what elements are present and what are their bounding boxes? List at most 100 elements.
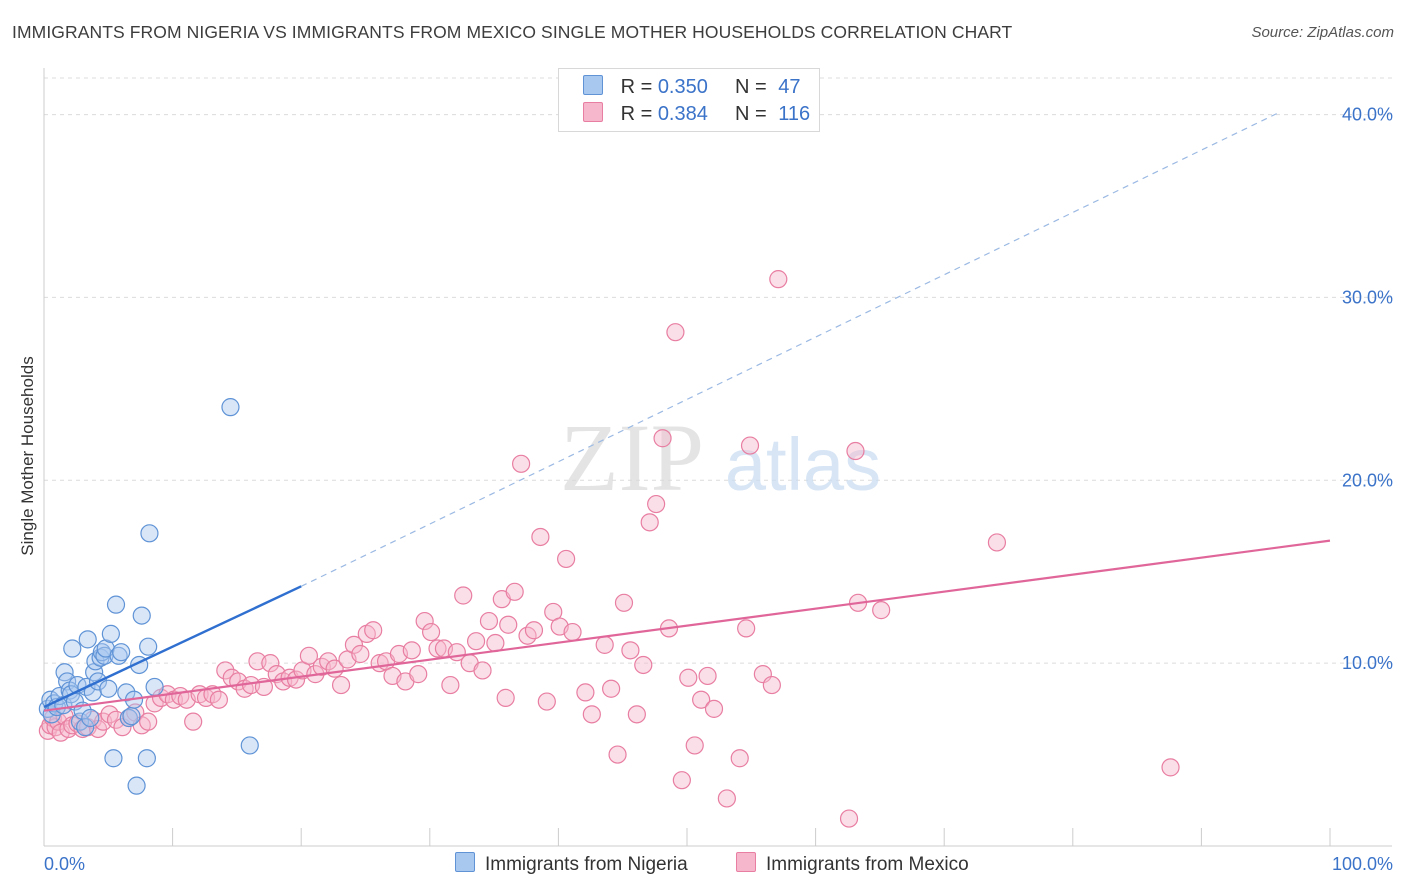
nigeria-point xyxy=(240,736,259,755)
nigeria-point xyxy=(99,679,118,698)
legend-n-label: N = xyxy=(735,76,767,98)
x-tick-label: 100.0% xyxy=(1332,854,1393,874)
y-axis-label: Single Mother Households xyxy=(18,356,37,556)
mexico-point xyxy=(762,675,781,695)
series-immigrants-from-nigeria xyxy=(38,398,259,795)
legend-r-label: R = xyxy=(620,103,653,125)
mexico-point xyxy=(769,270,788,289)
mexico-point xyxy=(479,611,499,631)
mexico-point xyxy=(647,494,666,514)
axes xyxy=(43,68,1392,847)
mexico-point xyxy=(421,622,441,642)
y-tick-label: 30.0% xyxy=(1342,287,1393,307)
legend-swatch-mexico xyxy=(583,102,603,122)
mexico-point xyxy=(679,668,698,687)
mexico-point xyxy=(216,661,235,680)
mexico-point xyxy=(344,635,364,654)
series-legend: Immigrants from Nigeria Immigrants from … xyxy=(0,852,1406,878)
mexico-point xyxy=(139,712,158,731)
y-tick-label: 20.0% xyxy=(1342,470,1393,490)
nigeria-point xyxy=(63,639,82,658)
legend-n-value: 116 xyxy=(778,103,811,125)
mexico-point xyxy=(496,688,515,707)
mexico-point xyxy=(685,736,704,755)
mexico-point xyxy=(698,666,717,686)
watermark-zip: ZIP xyxy=(560,404,704,511)
mexico-point xyxy=(531,527,550,547)
mexico-point xyxy=(402,641,421,660)
chart-title: IMMIGRANTS FROM NIGERIA VS IMMIGRANTS FR… xyxy=(12,22,1013,42)
nigeria-trend-extension xyxy=(300,112,1279,587)
mexico-point xyxy=(987,533,1007,552)
source-label: Source: ZipAtlas.com xyxy=(1251,24,1394,41)
watermark: ZIP atlas xyxy=(560,404,881,511)
mexico-point xyxy=(364,621,383,640)
series-immigrants-from-mexico xyxy=(38,270,1180,828)
mexico-point xyxy=(428,639,447,658)
mexico-point xyxy=(351,644,370,664)
y-tick-label: 10.0% xyxy=(1342,653,1393,673)
mexico-point xyxy=(740,436,760,455)
nigeria-point xyxy=(127,776,146,795)
nigeria-point xyxy=(112,643,131,662)
tick-labels: 10.0% 20.0% 30.0% 40.0% 0.0% 100.0% xyxy=(44,105,1393,874)
mexico-point xyxy=(473,661,492,680)
y-tick-label: 40.0% xyxy=(1342,105,1393,125)
nigeria-point xyxy=(78,630,97,649)
mexico-point xyxy=(409,665,428,684)
mexico-point xyxy=(692,690,711,709)
legend-n-value: 47 xyxy=(778,76,801,98)
nigeria-point xyxy=(101,624,120,643)
legend-row-mexico: R = 0.384 N = 116 xyxy=(583,102,810,126)
mexico-point xyxy=(524,621,544,640)
series-legend-mexico[interactable]: Immigrants from Mexico xyxy=(736,852,969,876)
nigeria-point xyxy=(132,606,151,625)
nigeria-point xyxy=(119,708,138,728)
mexico-point xyxy=(466,632,486,651)
mexico-point xyxy=(608,745,627,764)
mexico-point xyxy=(319,652,338,671)
nigeria-point xyxy=(106,595,126,614)
mexico-point xyxy=(839,809,859,828)
mexico-point xyxy=(454,586,473,605)
mexico-trend-line xyxy=(43,539,1331,712)
mexico-point xyxy=(627,705,646,724)
mexico-point xyxy=(261,654,280,673)
nigeria-point xyxy=(221,398,240,417)
mexico-point xyxy=(286,670,306,689)
legend-r-value: 0.350 xyxy=(657,76,708,98)
mexico-point xyxy=(737,619,756,638)
nigeria-point xyxy=(137,749,156,768)
nigeria-point xyxy=(81,708,100,728)
legend-r-value: 0.384 xyxy=(657,103,708,125)
legend-row-nigeria: R = 0.350 N = 47 xyxy=(583,75,801,99)
mexico-point xyxy=(209,690,228,709)
mexico-point xyxy=(640,513,659,532)
mexico-point xyxy=(505,582,524,601)
mexico-point xyxy=(614,593,634,612)
correlation-legend: R = 0.350 N = 47 R = 0.384 N = 116 xyxy=(558,68,820,132)
mexico-point xyxy=(717,789,736,808)
mexico-point xyxy=(576,683,595,702)
series-swatch-mexico xyxy=(736,852,756,872)
series-swatch-nigeria xyxy=(455,852,475,872)
nigeria-trend-line xyxy=(43,585,302,709)
series-legend-nigeria[interactable]: Immigrants from Nigeria xyxy=(455,852,688,876)
legend-swatch-nigeria xyxy=(583,75,603,95)
nigeria-point xyxy=(104,749,123,768)
nigeria-point xyxy=(70,712,90,731)
mexico-point xyxy=(666,323,685,342)
nigeria-point xyxy=(76,718,95,737)
mexico-point xyxy=(621,641,640,660)
mexico-point xyxy=(537,692,556,711)
legend-r-label: R = xyxy=(620,76,653,98)
series-legend-label: Immigrants from Nigeria xyxy=(485,854,688,875)
mexico-point xyxy=(512,454,531,473)
mexico-point xyxy=(653,429,672,448)
nigeria-point xyxy=(122,707,141,726)
mexico-point xyxy=(299,646,319,665)
mexico-point xyxy=(1161,758,1180,777)
mexico-point xyxy=(634,655,653,675)
mexico-point xyxy=(499,615,518,634)
watermark-atlas: atlas xyxy=(725,423,881,506)
